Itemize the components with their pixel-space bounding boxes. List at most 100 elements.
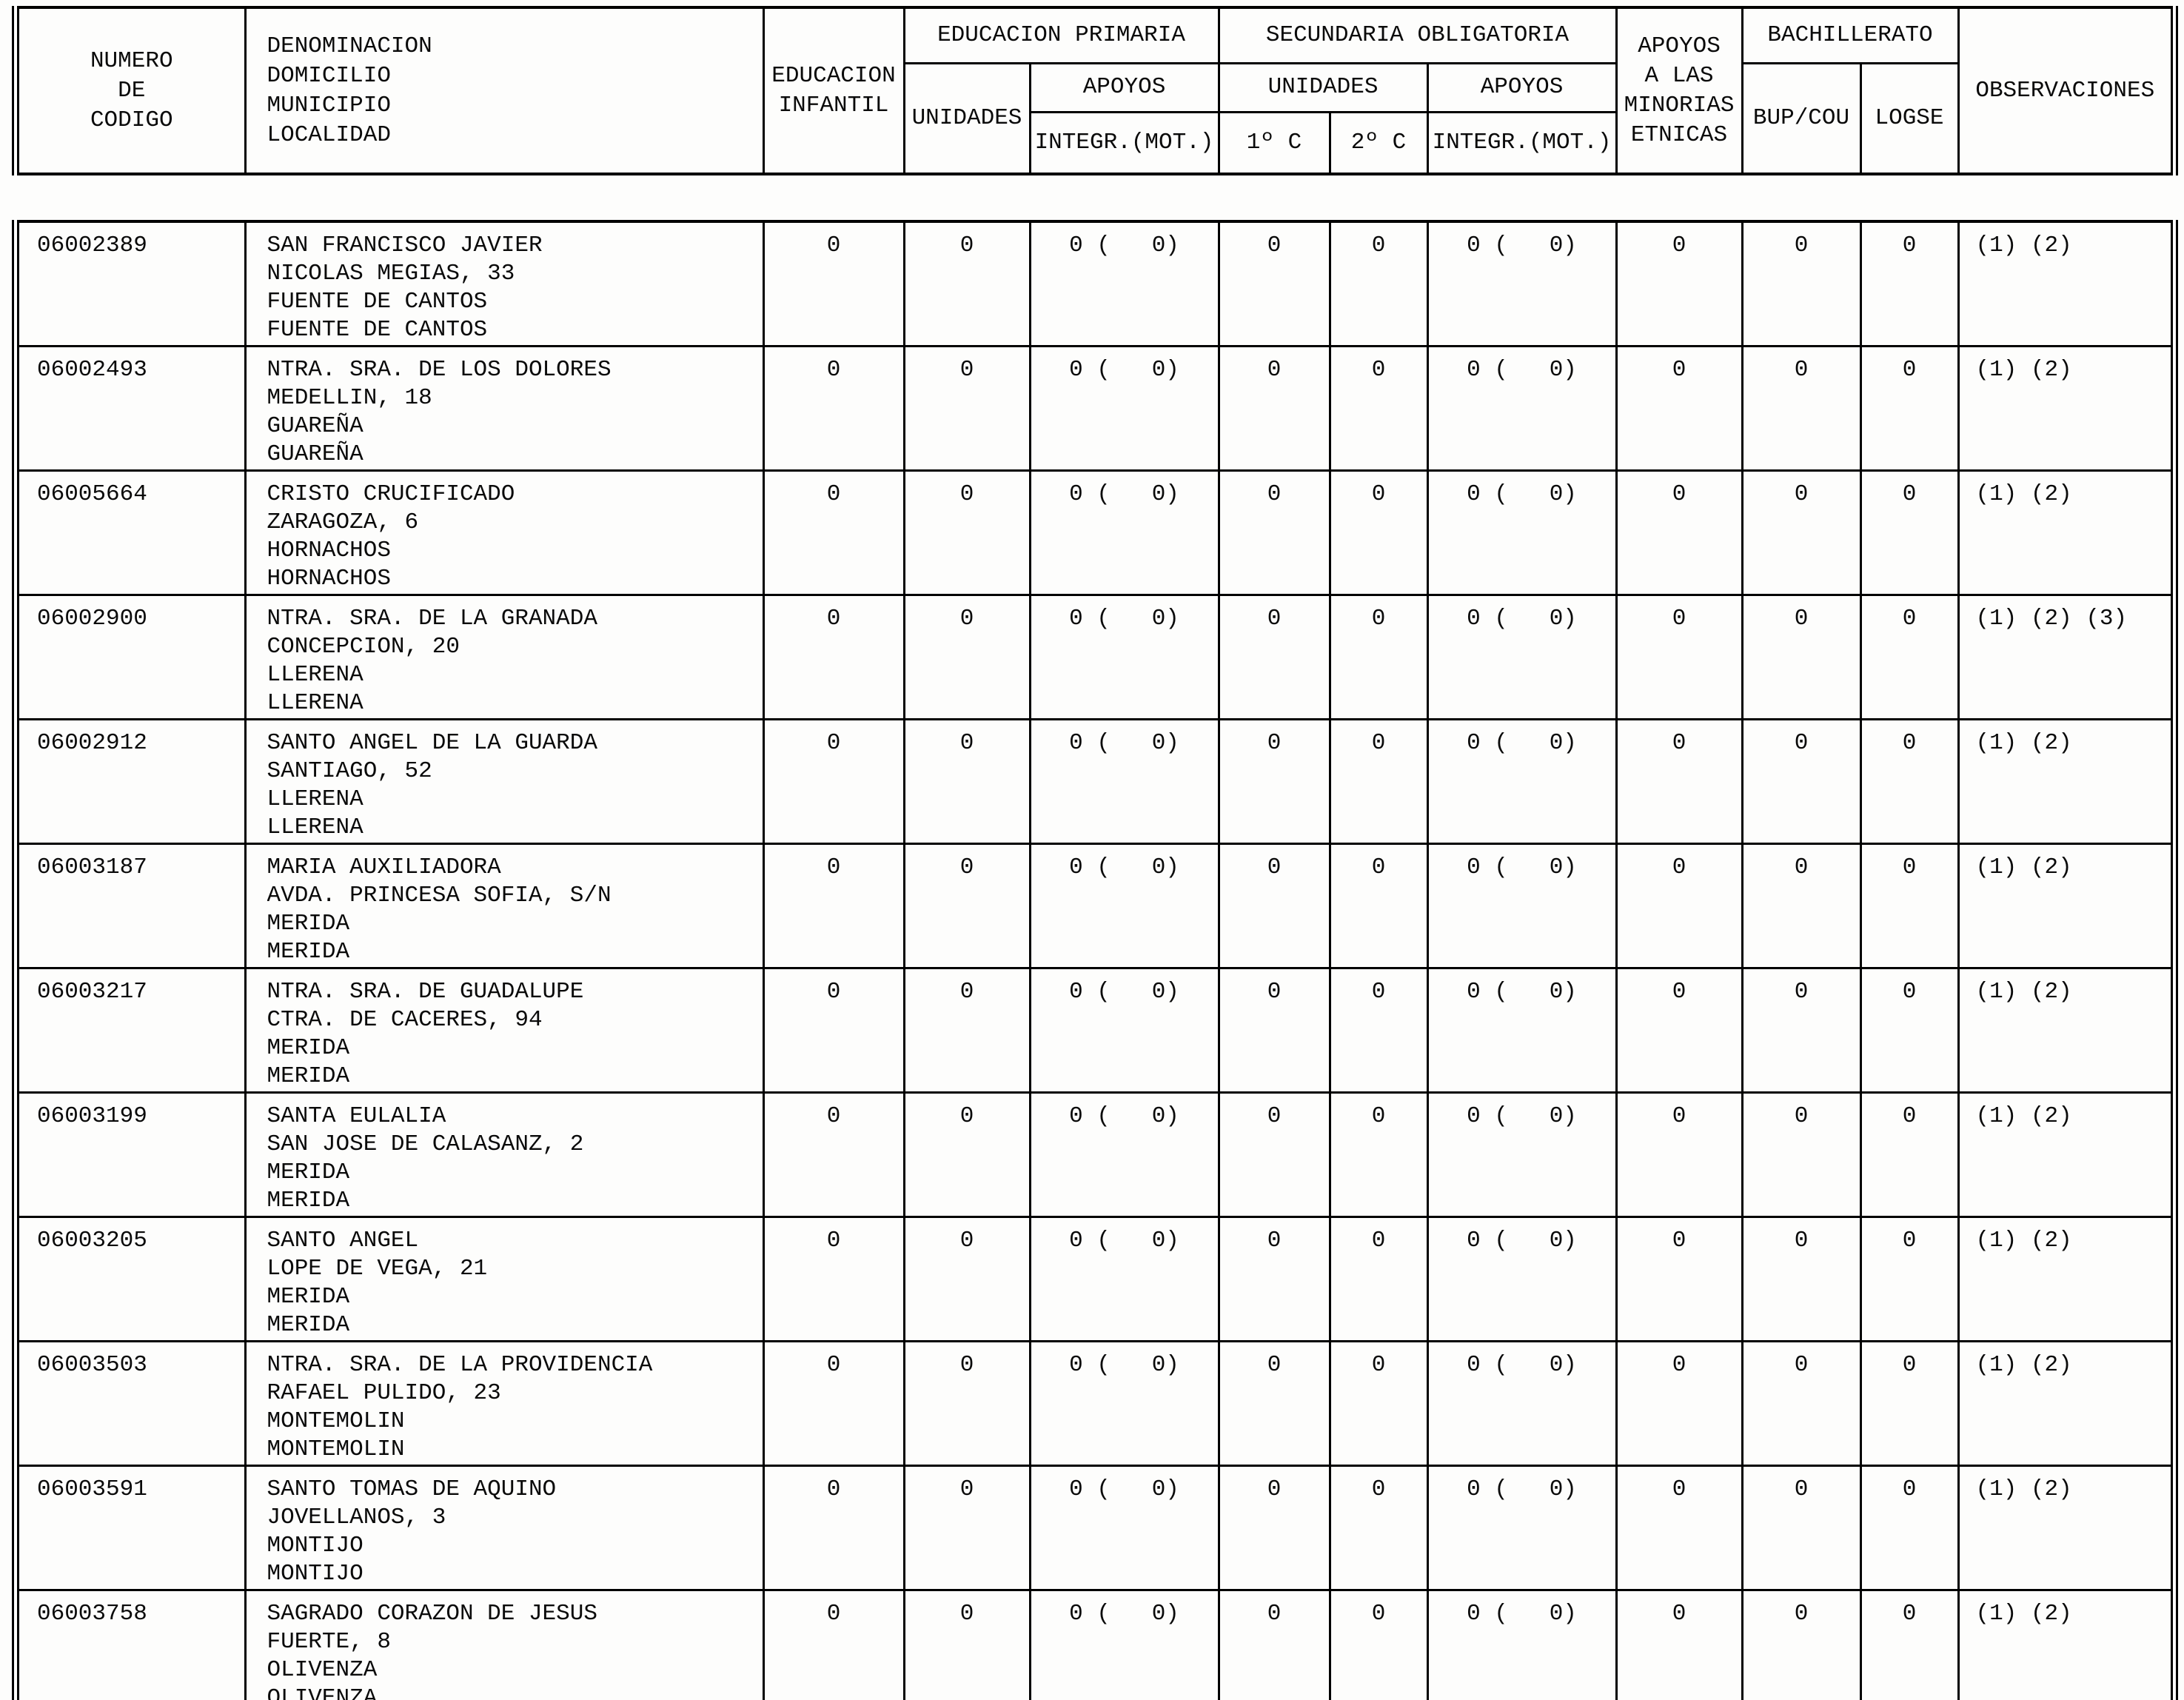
cell-secundaria-ciclo2: 0 xyxy=(1328,1091,1429,1218)
header-group-educacion-primaria: EDUCACION PRIMARIA xyxy=(902,6,1220,64)
cell-codigo: 06003503 xyxy=(14,1340,247,1467)
cell-bup-cou: 0 xyxy=(1741,345,1862,472)
cell-primaria-unidades: 0 xyxy=(902,469,1031,596)
school-name: SANTO ANGEL DE LA GUARDA xyxy=(267,730,597,756)
cell-educacion-infantil: 0 xyxy=(762,220,905,347)
header-bup-cou: BUP/COU xyxy=(1741,61,1862,175)
school-municipality: MONTEMOLIN xyxy=(267,1408,405,1434)
cell-educacion-infantil: 0 xyxy=(762,1465,905,1591)
cell-secundaria-apoyos-integr: 0 ( 0) xyxy=(1426,220,1618,347)
school-locality: HORNACHOS xyxy=(267,566,391,592)
cell-secundaria-ciclo1: 0 xyxy=(1217,1589,1331,1700)
table-row: 06003217 NTRA. SRA. DE GUADALUPE CTRA. D… xyxy=(14,967,2176,1094)
header-secundaria-ciclo2: 2º C xyxy=(1328,110,1429,175)
header-secundaria-apoyos: APOYOS xyxy=(1426,61,1618,113)
table-row: 06002493 NTRA. SRA. DE LOS DOLORES MEDEL… xyxy=(14,345,2176,472)
cell-observaciones: (1) (2) xyxy=(1957,1216,2176,1342)
school-name: SANTO ANGEL xyxy=(267,1228,419,1254)
header-observaciones: OBSERVACIONES xyxy=(1957,6,2176,175)
cell-primaria-unidades: 0 xyxy=(902,1091,1031,1218)
cell-primaria-unidades: 0 xyxy=(902,1589,1031,1700)
cell-denominacion: NTRA. SRA. DE LOS DOLORES MEDELLIN, 18 G… xyxy=(244,345,765,472)
cell-codigo: 06002912 xyxy=(14,718,247,845)
cell-secundaria-ciclo2: 0 xyxy=(1328,1589,1429,1700)
cell-bup-cou: 0 xyxy=(1741,718,1862,845)
cell-bup-cou: 0 xyxy=(1741,469,1862,596)
cell-codigo: 06003205 xyxy=(14,1216,247,1342)
cell-logse: 0 xyxy=(1859,469,1960,596)
cell-observaciones: (1) (2) xyxy=(1957,1589,2176,1700)
header-secundaria-unidades: UNIDADES xyxy=(1217,61,1429,113)
cell-secundaria-apoyos-integr: 0 ( 0) xyxy=(1426,594,1618,720)
cell-secundaria-apoyos-integr: 0 ( 0) xyxy=(1426,1216,1618,1342)
cell-primaria-unidades: 0 xyxy=(902,345,1031,472)
school-name: NTRA. SRA. DE LA GRANADA xyxy=(267,606,597,632)
cell-secundaria-ciclo2: 0 xyxy=(1328,843,1429,969)
cell-primaria-apoyos-integr: 0 ( 0) xyxy=(1028,469,1220,596)
cell-secundaria-apoyos-integr: 0 ( 0) xyxy=(1426,1465,1618,1591)
cell-observaciones: (1) (2) xyxy=(1957,843,2176,969)
cell-primaria-unidades: 0 xyxy=(902,1340,1031,1467)
cell-apoyos-minorias: 0 xyxy=(1615,1465,1743,1591)
cell-secundaria-apoyos-integr: 0 ( 0) xyxy=(1426,345,1618,472)
table-row: 06003199 SANTA EULALIA SAN JOSE DE CALAS… xyxy=(14,1091,2176,1218)
school-municipality: OLIVENZA xyxy=(267,1657,378,1683)
cell-observaciones: (1) (2) xyxy=(1957,1091,2176,1218)
school-address: SANTIAGO, 52 xyxy=(267,758,432,784)
school-name: SANTA EULALIA xyxy=(267,1103,446,1129)
cell-apoyos-minorias: 0 xyxy=(1615,967,1743,1094)
cell-logse: 0 xyxy=(1859,1216,1960,1342)
school-address: SAN JOSE DE CALASANZ, 2 xyxy=(267,1131,584,1157)
school-address: LOPE DE VEGA, 21 xyxy=(267,1256,488,1282)
school-address: FUERTE, 8 xyxy=(267,1629,391,1655)
cell-primaria-unidades: 0 xyxy=(902,843,1031,969)
cell-observaciones: (1) (2) xyxy=(1957,1340,2176,1467)
cell-observaciones: (1) (2) xyxy=(1957,967,2176,1094)
cell-codigo: 06003187 xyxy=(14,843,247,969)
cell-educacion-infantil: 0 xyxy=(762,345,905,472)
school-locality: MERIDA xyxy=(267,1312,350,1338)
school-locality: LLERENA xyxy=(267,690,364,716)
cell-secundaria-ciclo1: 0 xyxy=(1217,843,1331,969)
cell-bup-cou: 0 xyxy=(1741,967,1862,1094)
cell-secundaria-apoyos-integr: 0 ( 0) xyxy=(1426,1091,1618,1218)
cell-denominacion: SAN FRANCISCO JAVIER NICOLAS MEGIAS, 33 … xyxy=(244,220,765,347)
school-municipality: GUAREÑA xyxy=(267,413,364,439)
school-municipality: MERIDA xyxy=(267,1284,350,1310)
cell-denominacion: SANTO TOMAS DE AQUINO JOVELLANOS, 3 MONT… xyxy=(244,1465,765,1591)
cell-primaria-apoyos-integr: 0 ( 0) xyxy=(1028,220,1220,347)
cell-primaria-apoyos-integr: 0 ( 0) xyxy=(1028,1091,1220,1218)
cell-codigo: 06003758 xyxy=(14,1589,247,1700)
cell-denominacion: SANTA EULALIA SAN JOSE DE CALASANZ, 2 ME… xyxy=(244,1091,765,1218)
cell-logse: 0 xyxy=(1859,594,1960,720)
cell-codigo: 06002389 xyxy=(14,220,247,347)
table-row: 06005664 CRISTO CRUCIFICADO ZARAGOZA, 6 … xyxy=(14,469,2176,596)
cell-apoyos-minorias: 0 xyxy=(1615,1216,1743,1342)
cell-denominacion: SAGRADO CORAZON DE JESUS FUERTE, 8 OLIVE… xyxy=(244,1589,765,1700)
cell-secundaria-ciclo1: 0 xyxy=(1217,1091,1331,1218)
header-logse: LOGSE xyxy=(1859,61,1960,175)
school-locality: MERIDA xyxy=(267,939,350,965)
cell-apoyos-minorias: 0 xyxy=(1615,1589,1743,1700)
header-secundaria-integr-mot: INTEGR.(MOT.) xyxy=(1426,110,1618,175)
table-row: 06002389 SAN FRANCISCO JAVIER NICOLAS ME… xyxy=(14,220,2176,347)
school-municipality: LLERENA xyxy=(267,662,364,688)
header-educacion-infantil: EDUCACION INFANTIL xyxy=(762,6,905,175)
cell-secundaria-apoyos-integr: 0 ( 0) xyxy=(1426,843,1618,969)
cell-bup-cou: 0 xyxy=(1741,1216,1862,1342)
cell-educacion-infantil: 0 xyxy=(762,718,905,845)
cell-observaciones: (1) (2) xyxy=(1957,220,2176,347)
cell-codigo: 06003591 xyxy=(14,1465,247,1591)
cell-apoyos-minorias: 0 xyxy=(1615,718,1743,845)
header-group-bachillerato: BACHILLERATO xyxy=(1741,6,1960,64)
cell-apoyos-minorias: 0 xyxy=(1615,594,1743,720)
school-address: CTRA. DE CACERES, 94 xyxy=(267,1007,543,1033)
cell-secundaria-ciclo1: 0 xyxy=(1217,594,1331,720)
table-row: 06002912 SANTO ANGEL DE LA GUARDA SANTIA… xyxy=(14,718,2176,845)
school-locality: GUAREÑA xyxy=(267,441,364,467)
cell-apoyos-minorias: 0 xyxy=(1615,345,1743,472)
school-locality: OLIVENZA xyxy=(267,1685,378,1700)
cell-codigo: 06003199 xyxy=(14,1091,247,1218)
cell-denominacion: NTRA. SRA. DE LA PROVIDENCIA RAFAEL PULI… xyxy=(244,1340,765,1467)
